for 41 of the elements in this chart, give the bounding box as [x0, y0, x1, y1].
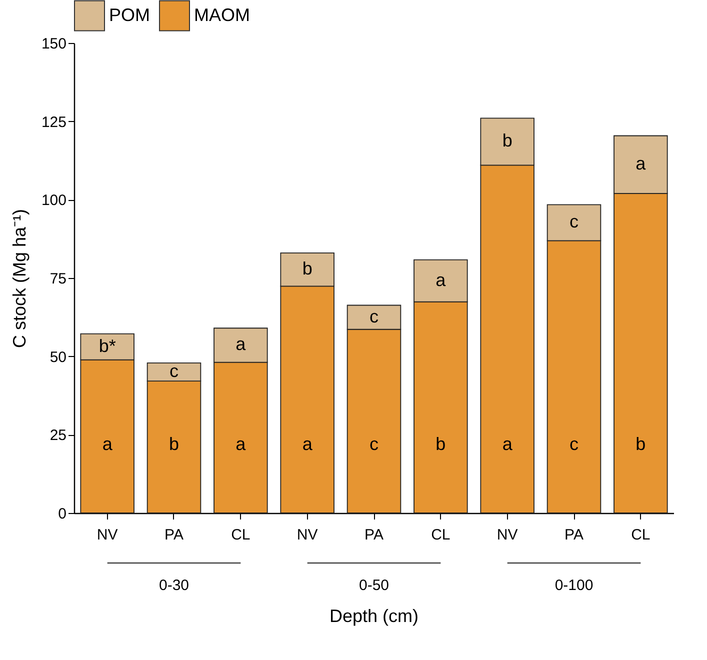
- x-axis-title: Depth (cm): [329, 606, 419, 626]
- y-tick-label: 50: [50, 348, 66, 366]
- data-label: c: [570, 212, 578, 232]
- data-label: c: [570, 434, 578, 454]
- x-tick-label: PA: [364, 526, 384, 544]
- data-label: c: [370, 434, 378, 454]
- x-tick-label: CL: [631, 526, 650, 544]
- data-label: c: [170, 361, 178, 381]
- text: 0-50: [358, 577, 390, 594]
- data-label: b: [636, 434, 646, 454]
- data-label: b: [302, 258, 312, 279]
- y-tick-label: 125: [41, 114, 66, 131]
- data-label: a: [102, 434, 114, 454]
- x-tick-label: CL: [431, 526, 450, 544]
- text: 0-30: [158, 577, 190, 594]
- x-tick-label: NV: [496, 526, 518, 544]
- data-label: a: [436, 270, 447, 290]
- y-axis-title: C stock (Mg ha⁻¹): [9, 208, 30, 348]
- x-tick-label: PA: [564, 526, 584, 544]
- x-tick-label: CL: [231, 526, 250, 544]
- data-label: a: [236, 434, 247, 454]
- data-label: a: [502, 434, 514, 454]
- legend-label: POM: [109, 4, 150, 25]
- data-label: b*: [98, 336, 116, 356]
- x-tick-label: PA: [164, 526, 184, 544]
- data-label: b: [436, 434, 446, 454]
- data-label: a: [302, 434, 314, 454]
- y-tick-label: 150: [41, 36, 66, 52]
- data-label: b: [168, 434, 180, 454]
- legend-label: MAOM: [194, 4, 250, 25]
- x-tick-label: NV: [96, 526, 118, 544]
- y-tick-label: 0: [58, 506, 66, 522]
- y-tick-label: 100: [41, 192, 66, 210]
- data-label: b: [502, 130, 512, 151]
- data-label: a: [236, 334, 247, 354]
- y-tick-label: 75: [50, 270, 66, 288]
- text: 0-100: [554, 577, 594, 594]
- y-tick-label: 25: [50, 427, 66, 444]
- x-tick-label: NV: [296, 526, 318, 544]
- data-label: a: [636, 154, 647, 174]
- data-label: c: [370, 306, 378, 326]
